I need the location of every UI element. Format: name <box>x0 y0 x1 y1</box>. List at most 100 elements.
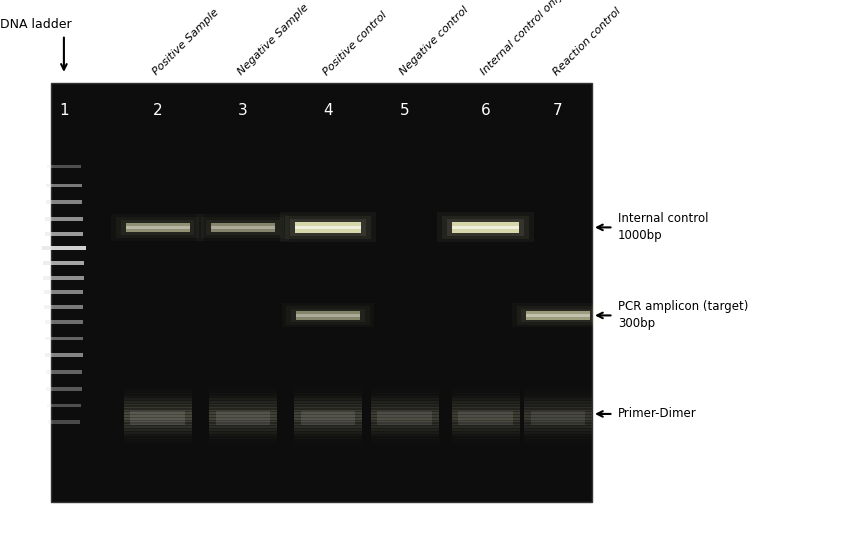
Bar <box>124 396 192 400</box>
Bar <box>294 438 362 442</box>
Bar <box>452 441 520 445</box>
Bar <box>452 225 519 229</box>
Bar <box>521 309 595 322</box>
Bar <box>442 216 529 239</box>
Text: 4: 4 <box>323 103 333 117</box>
Bar <box>371 423 439 428</box>
Bar <box>452 401 520 405</box>
Bar <box>209 438 277 442</box>
Bar <box>452 415 520 420</box>
Bar <box>209 432 277 436</box>
Bar <box>447 219 524 236</box>
Bar <box>294 418 362 422</box>
Bar <box>371 390 439 394</box>
Bar <box>371 404 439 409</box>
Bar <box>209 401 277 405</box>
Bar <box>46 184 82 187</box>
Bar <box>294 423 362 428</box>
Text: 5: 5 <box>400 103 410 117</box>
Text: 3: 3 <box>238 103 248 117</box>
Bar <box>124 421 192 425</box>
Bar <box>130 411 185 425</box>
Bar <box>524 415 592 420</box>
Bar <box>45 354 83 357</box>
Bar <box>371 407 439 411</box>
Bar <box>371 435 439 439</box>
Bar <box>124 393 192 397</box>
Bar <box>46 370 82 374</box>
Bar <box>126 223 189 232</box>
Bar <box>124 438 192 442</box>
Bar <box>46 200 82 204</box>
Bar <box>452 429 520 434</box>
Bar <box>452 387 520 391</box>
Bar <box>124 412 192 417</box>
Bar <box>371 410 439 414</box>
Bar <box>524 390 592 394</box>
Bar <box>371 396 439 400</box>
Bar <box>371 441 439 445</box>
Bar <box>524 412 592 417</box>
Text: Negative Sample: Negative Sample <box>236 3 310 77</box>
Bar <box>209 435 277 439</box>
Bar <box>209 398 277 403</box>
Bar <box>524 393 592 397</box>
Text: Positive Sample: Positive Sample <box>151 7 221 77</box>
Bar <box>45 232 83 235</box>
Bar <box>452 412 520 417</box>
Bar <box>371 412 439 417</box>
Bar <box>45 320 83 324</box>
Bar <box>294 427 362 431</box>
Bar <box>294 398 362 403</box>
Bar <box>371 393 439 397</box>
Bar <box>209 418 277 422</box>
Bar <box>209 410 277 414</box>
Bar <box>126 223 189 232</box>
Bar <box>524 407 592 411</box>
Bar <box>452 427 520 431</box>
Bar <box>209 407 277 411</box>
Bar <box>524 398 592 403</box>
Bar <box>294 404 362 409</box>
Bar <box>209 393 277 397</box>
Bar <box>516 306 600 325</box>
Bar <box>531 411 585 425</box>
Bar <box>524 401 592 405</box>
Bar <box>286 306 370 325</box>
Bar <box>452 423 520 428</box>
Bar <box>294 390 362 394</box>
Bar <box>371 421 439 425</box>
Bar <box>124 423 192 428</box>
Bar <box>527 311 590 320</box>
Bar <box>524 418 592 422</box>
Bar <box>124 390 192 394</box>
Bar <box>452 393 520 397</box>
Bar <box>43 276 84 280</box>
Bar <box>209 427 277 431</box>
Bar <box>209 390 277 394</box>
Bar <box>124 410 192 414</box>
Bar <box>47 404 81 407</box>
Bar <box>45 217 83 221</box>
Bar <box>452 418 520 422</box>
Text: DNA ladder: DNA ladder <box>0 18 72 30</box>
Bar <box>294 429 362 434</box>
Bar <box>524 421 592 425</box>
Bar <box>45 336 83 340</box>
Bar <box>210 226 274 229</box>
Bar <box>458 411 513 425</box>
Bar <box>524 410 592 414</box>
Bar <box>452 407 520 411</box>
Bar <box>290 219 366 236</box>
Bar <box>452 435 520 439</box>
Bar <box>452 396 520 400</box>
Bar <box>201 217 285 238</box>
Bar <box>371 387 439 391</box>
Bar <box>524 423 592 428</box>
Bar <box>206 219 279 235</box>
Bar <box>279 213 377 242</box>
Bar <box>294 432 362 436</box>
Bar <box>524 441 592 445</box>
Bar <box>294 407 362 411</box>
Bar <box>294 441 362 445</box>
